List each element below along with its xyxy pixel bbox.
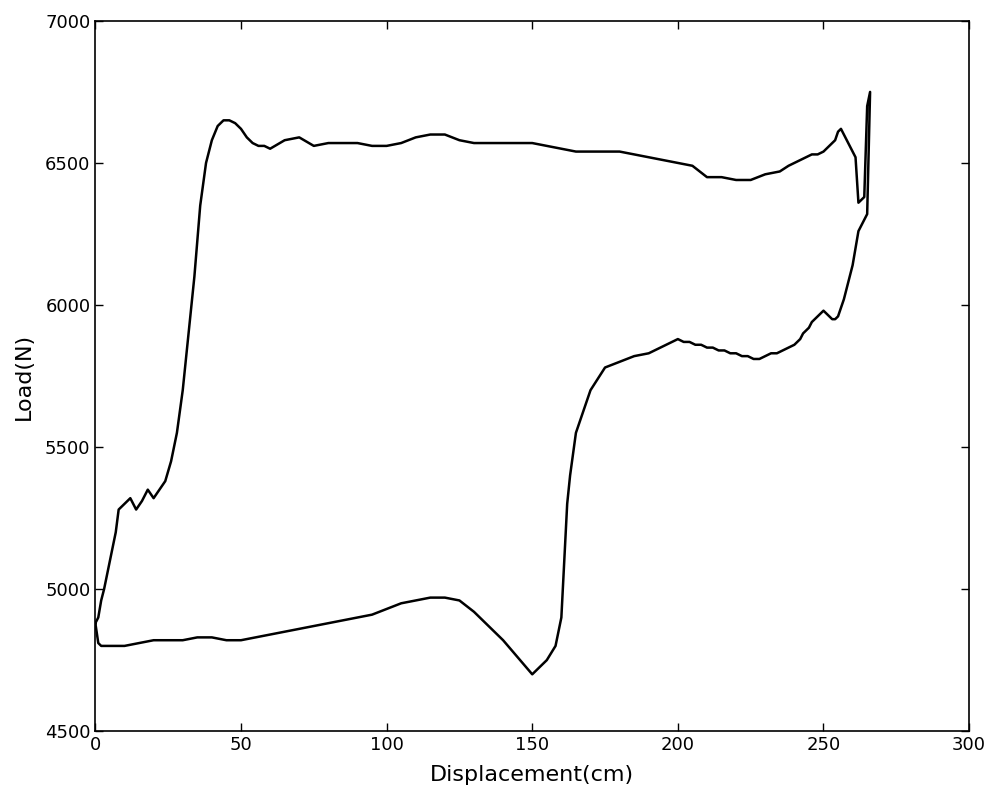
Y-axis label: Load(N): Load(N) (14, 332, 34, 419)
X-axis label: Displacement(cm): Displacement(cm) (430, 765, 634, 785)
